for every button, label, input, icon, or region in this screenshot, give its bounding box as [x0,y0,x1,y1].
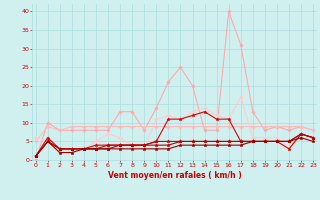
X-axis label: Vent moyen/en rafales ( km/h ): Vent moyen/en rafales ( km/h ) [108,171,241,180]
